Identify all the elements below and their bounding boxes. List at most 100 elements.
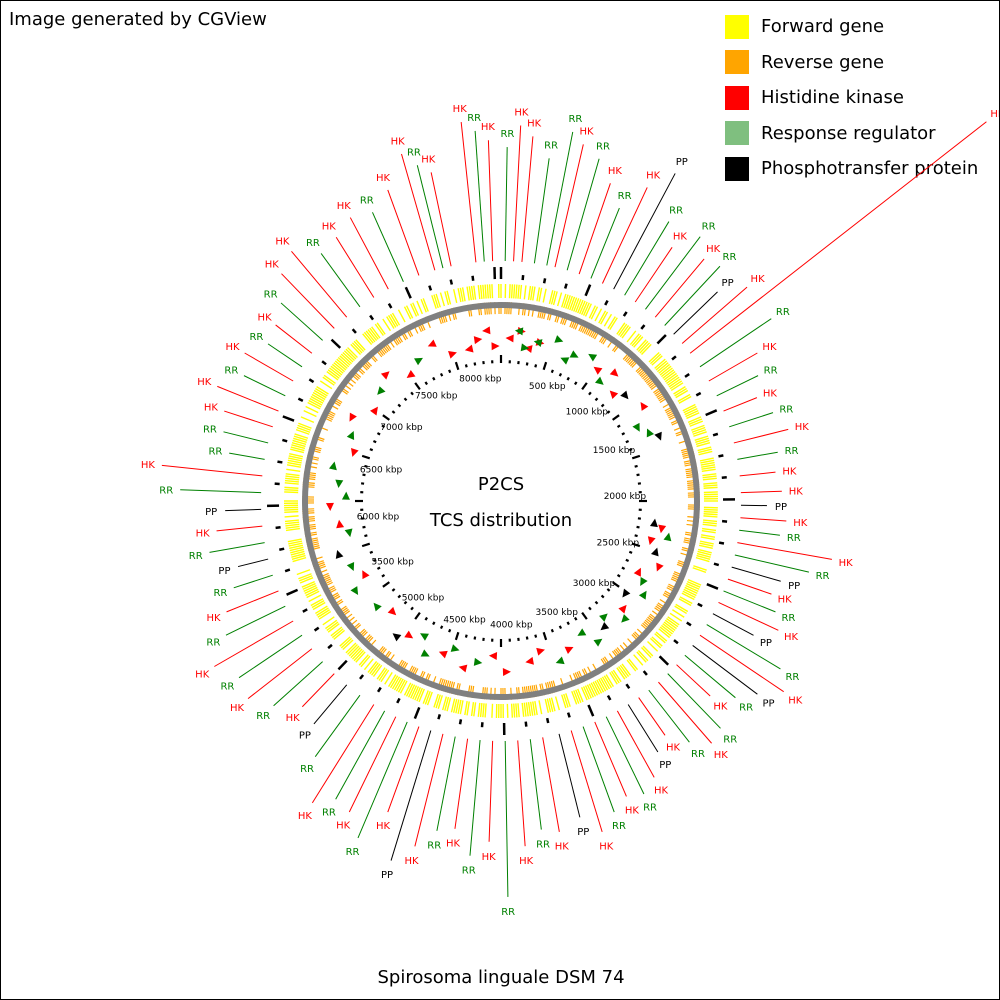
organism-name: Spirosoma linguale DSM 74 <box>377 967 625 988</box>
rr-callout-label: RR <box>787 533 801 544</box>
map-title-line2: TCS distribution <box>429 510 572 531</box>
pp-marker <box>650 547 659 557</box>
rr-callout-label: RR <box>544 141 558 152</box>
rr-callout-label: RR <box>213 588 227 599</box>
rr-callout-line <box>416 165 444 269</box>
rr-callout-label: RR <box>427 841 441 852</box>
scale-tick <box>372 558 377 563</box>
forward-gene-mark <box>290 548 305 554</box>
pp-marker <box>622 588 631 598</box>
rr-marker <box>414 357 423 366</box>
rr-callout-line <box>729 412 774 428</box>
forward-gene-mark <box>477 285 481 300</box>
forward-gene-mark <box>297 424 311 431</box>
hk-callout-line <box>281 273 335 329</box>
rr-callout-line <box>209 542 265 553</box>
hk-callout-line <box>214 620 294 667</box>
outer-tick <box>286 588 299 596</box>
rr-marker <box>588 353 598 362</box>
forward-gene-mark <box>311 393 325 402</box>
hk-callout-label: HK <box>654 786 669 797</box>
pp-callout-label: PP <box>659 760 671 771</box>
forward-gene-mark <box>285 521 300 525</box>
rr-marker <box>577 628 587 636</box>
forward-gene-mark <box>510 703 514 718</box>
forward-gene-mark <box>697 550 712 556</box>
pp-callout-line <box>313 684 348 725</box>
forward-gene-mark <box>482 284 485 299</box>
forward-gene-mark <box>482 703 485 718</box>
forward-gene-mark <box>360 655 371 668</box>
forward-gene-mark <box>683 405 697 414</box>
scale-tick <box>616 424 621 428</box>
outer-tick <box>713 562 720 567</box>
forward-gene-mark <box>391 312 401 326</box>
hk-callout-label: HK <box>666 743 681 754</box>
scale-tick <box>403 397 408 402</box>
forward-gene-mark <box>636 651 647 663</box>
rr-callout-label: RR <box>691 749 705 760</box>
forward-gene-mark <box>596 679 605 693</box>
kbp-axis-label: 3000 kbp <box>573 579 616 589</box>
forward-gene-mark <box>293 435 308 441</box>
hk-marker <box>370 406 378 416</box>
forward-gene-mark <box>347 644 358 655</box>
forward-gene-mark <box>628 658 639 671</box>
forward-gene-mark <box>470 702 475 717</box>
forward-gene-mark <box>286 464 301 468</box>
outer-tick <box>437 714 442 720</box>
forward-gene-mark <box>382 318 392 332</box>
forward-gene-mark <box>612 669 622 683</box>
hk-callout-line <box>570 730 603 833</box>
forward-gene-mark <box>702 475 717 479</box>
forward-gene-mark <box>691 424 705 431</box>
scale-tick <box>424 381 428 386</box>
pp-callout-line <box>627 704 659 753</box>
forward-gene-mark <box>550 290 556 305</box>
outer-tick <box>604 299 609 306</box>
rr-callout-line <box>645 236 701 310</box>
hk-callout-line <box>616 710 655 778</box>
hk-callout-line <box>521 136 534 262</box>
scale-tick <box>621 432 626 436</box>
forward-gene-mark <box>315 605 328 615</box>
hk-callout-line <box>335 236 375 298</box>
forward-gene-mark <box>391 676 401 690</box>
hk-callout-line <box>430 172 452 267</box>
hk-callout-label: HK <box>225 342 240 353</box>
pp-callout-label: PP <box>676 157 688 168</box>
forward-gene-mark <box>682 403 696 412</box>
forward-gene-mark <box>666 618 679 628</box>
forward-gene-mark <box>418 688 425 703</box>
forward-gene-mark <box>363 331 374 344</box>
hk-callout-line <box>244 352 294 382</box>
forward-gene-mark <box>312 601 326 611</box>
scale-tick <box>382 414 391 421</box>
forward-gene-mark <box>536 287 541 302</box>
hk-callout-line <box>634 247 673 303</box>
forward-gene-mark <box>444 696 450 711</box>
forward-gene-mark <box>515 284 518 299</box>
pp-callout-label: PP <box>788 581 800 592</box>
outer-tick <box>695 391 702 397</box>
scale-tick <box>574 381 578 386</box>
hk-callout-line <box>658 681 712 744</box>
forward-gene-mark <box>584 685 592 699</box>
legend-item-forward-gene: Forward gene <box>725 9 978 45</box>
pp-callout-label: PP <box>299 731 311 742</box>
forward-gene-mark <box>703 513 718 516</box>
forward-gene-mark <box>302 582 316 590</box>
scale-tick <box>566 376 570 381</box>
forward-gene-mark <box>372 664 383 677</box>
hk-callout-line <box>488 740 494 842</box>
rr-callout-line <box>739 529 780 536</box>
forward-gene-mark <box>703 482 718 485</box>
pp-callout-line <box>237 558 269 568</box>
hk-callout-line <box>301 673 335 708</box>
forward-gene-mark <box>343 350 355 362</box>
forward-gene-mark <box>322 616 335 626</box>
forward-gene-mark <box>527 702 532 717</box>
forward-gene-mark <box>651 355 663 366</box>
rr-marker <box>346 562 355 571</box>
forward-gene-mark <box>701 534 716 538</box>
